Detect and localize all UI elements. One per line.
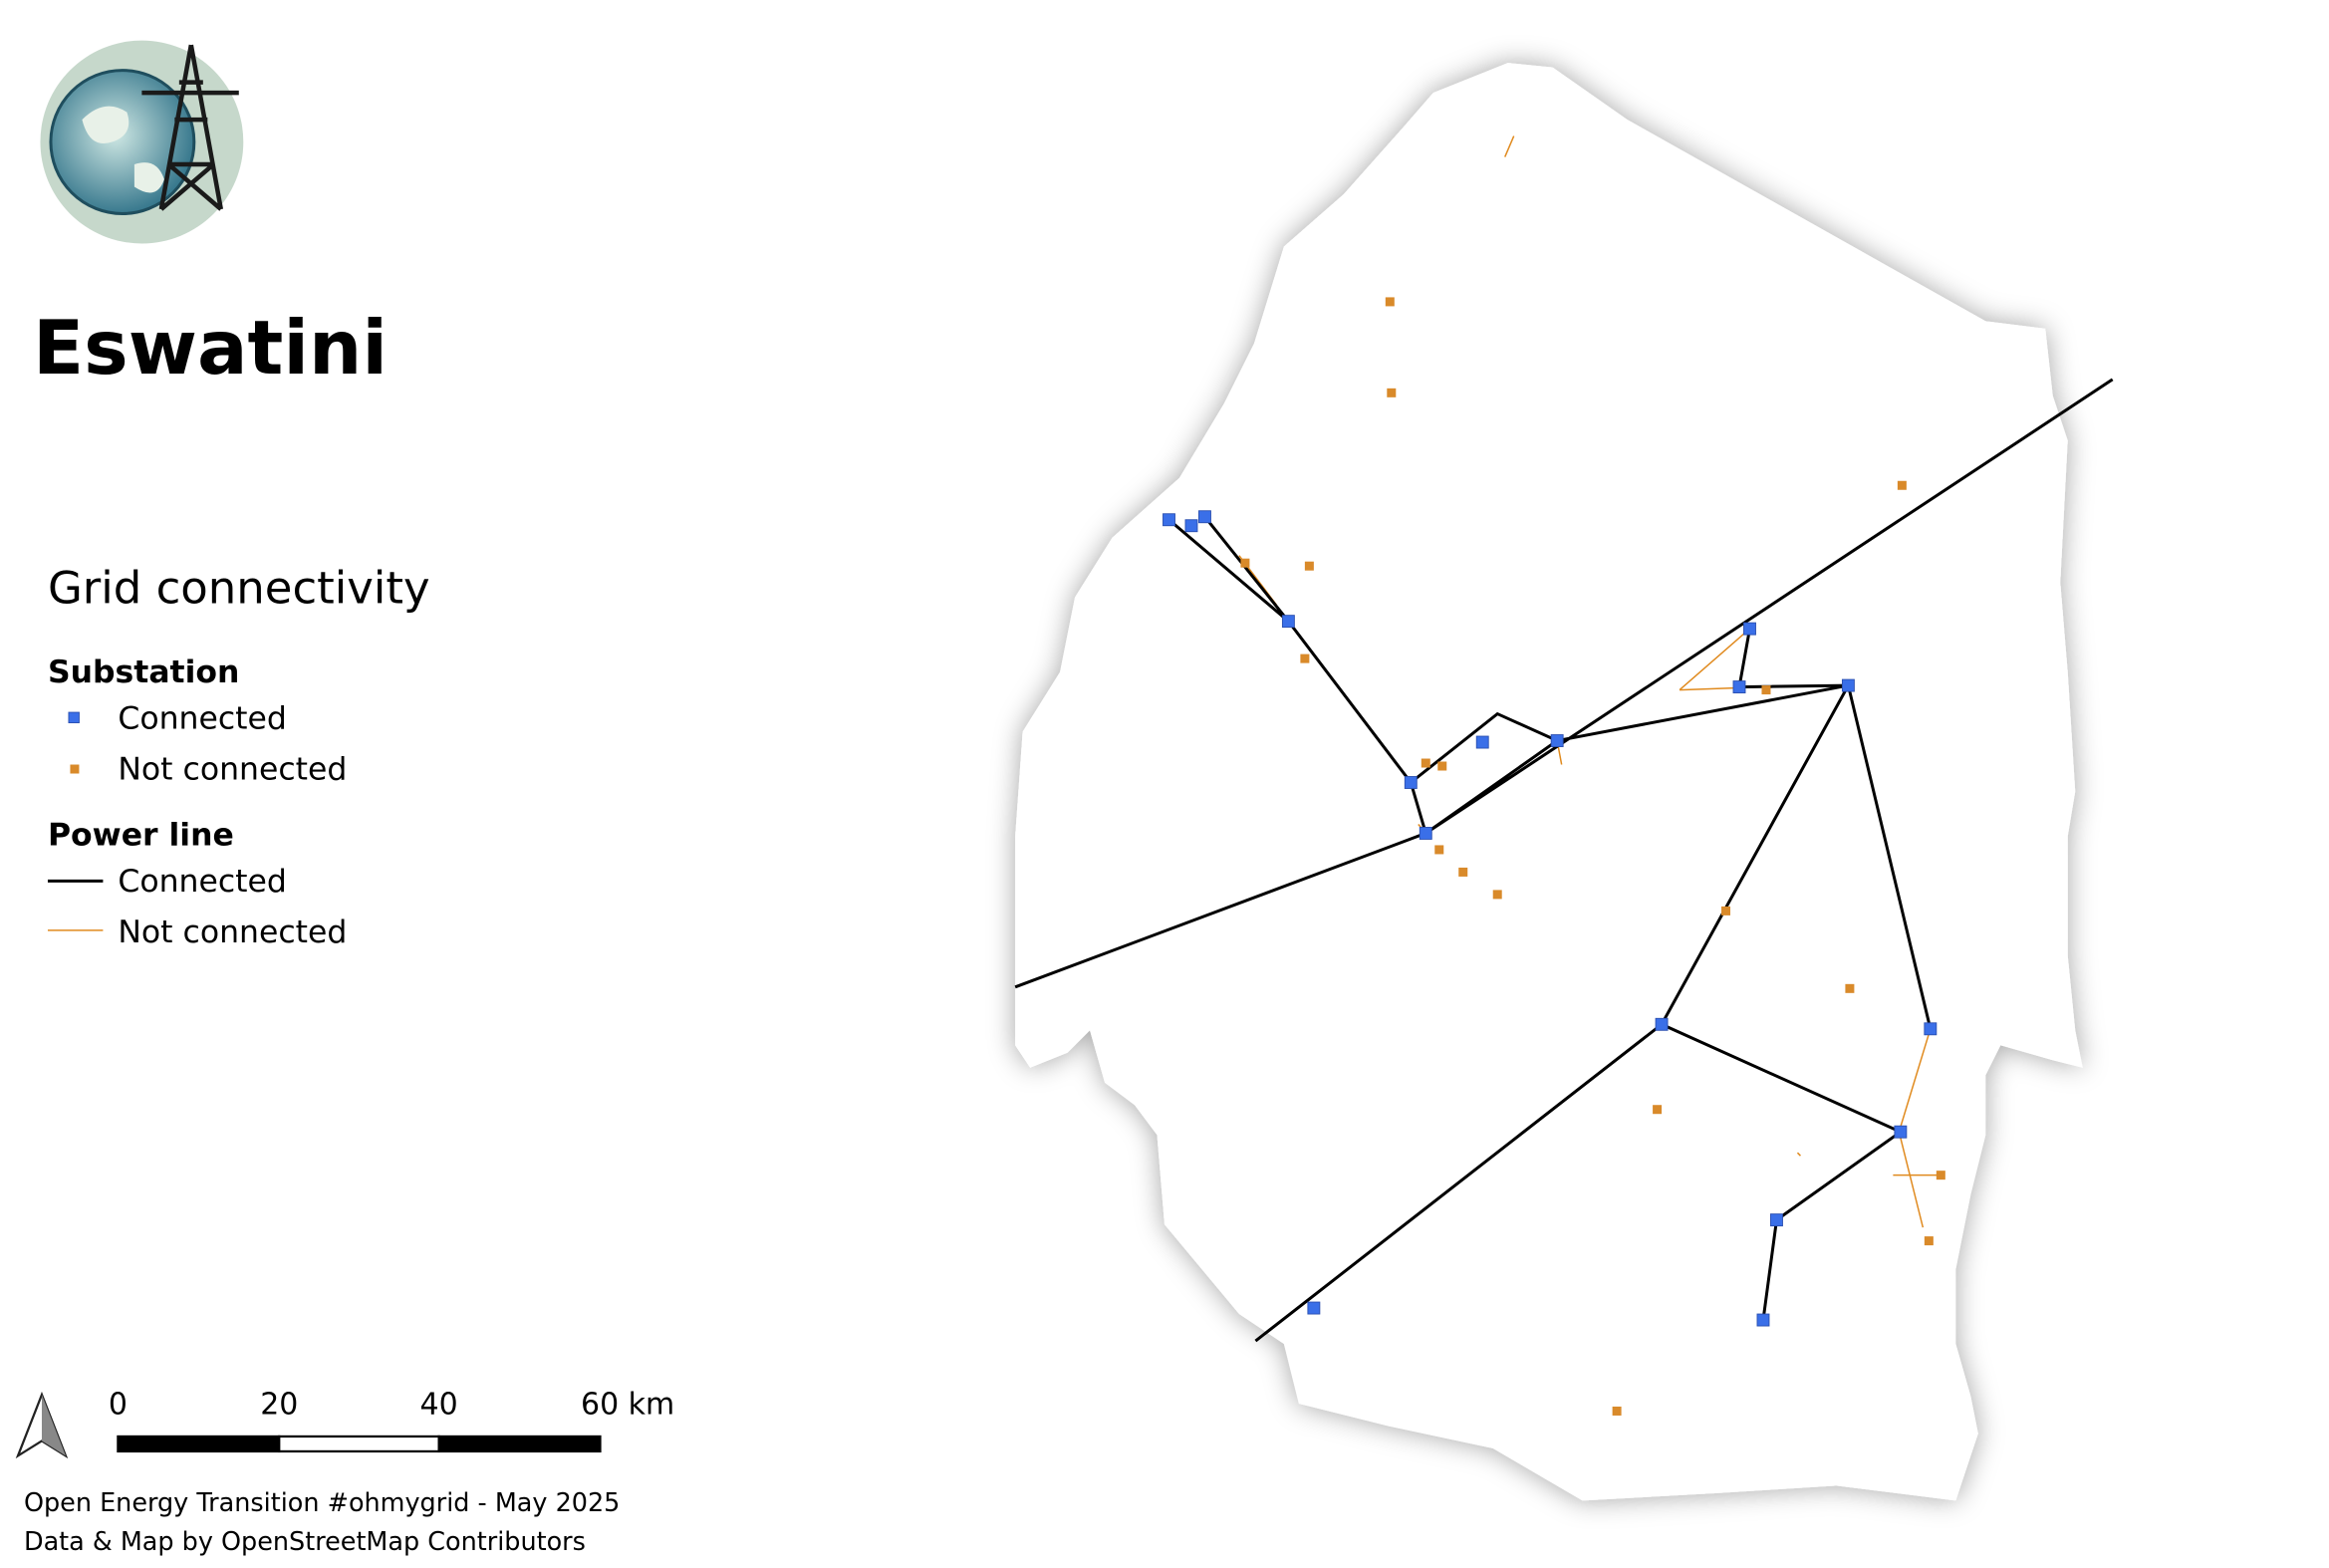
legend-item: Not connected	[118, 915, 347, 950]
scale-label: 40	[420, 1387, 458, 1422]
unconnected-substations	[1240, 297, 1945, 1416]
legend-item: Not connected	[118, 752, 347, 788]
legend-title: Grid connectivity	[48, 562, 430, 615]
scale-bar: 0 20 40 60 km	[109, 1387, 674, 1453]
title: Eswatini	[33, 304, 388, 392]
logo	[40, 40, 244, 244]
legend-item: Connected	[118, 864, 286, 900]
legend-symbol	[68, 711, 80, 724]
legend-heading: Power line	[48, 817, 234, 853]
legend: Grid connectivity Substation Connected N…	[48, 562, 430, 950]
legend-symbol	[70, 764, 80, 774]
scale-label: 60 km	[581, 1387, 674, 1422]
scale-label: 0	[109, 1387, 128, 1422]
credit: Open Energy Transition #ohmygrid - May 2…	[24, 1488, 620, 1518]
connected-substations	[1163, 510, 1938, 1327]
legend-heading: Substation	[48, 654, 239, 690]
credit: Data & Map by OpenStreetMap Contributors	[24, 1527, 586, 1557]
legend-item: Connected	[118, 701, 286, 737]
country-outline	[1015, 63, 2083, 1501]
scale-label: 20	[260, 1387, 298, 1422]
